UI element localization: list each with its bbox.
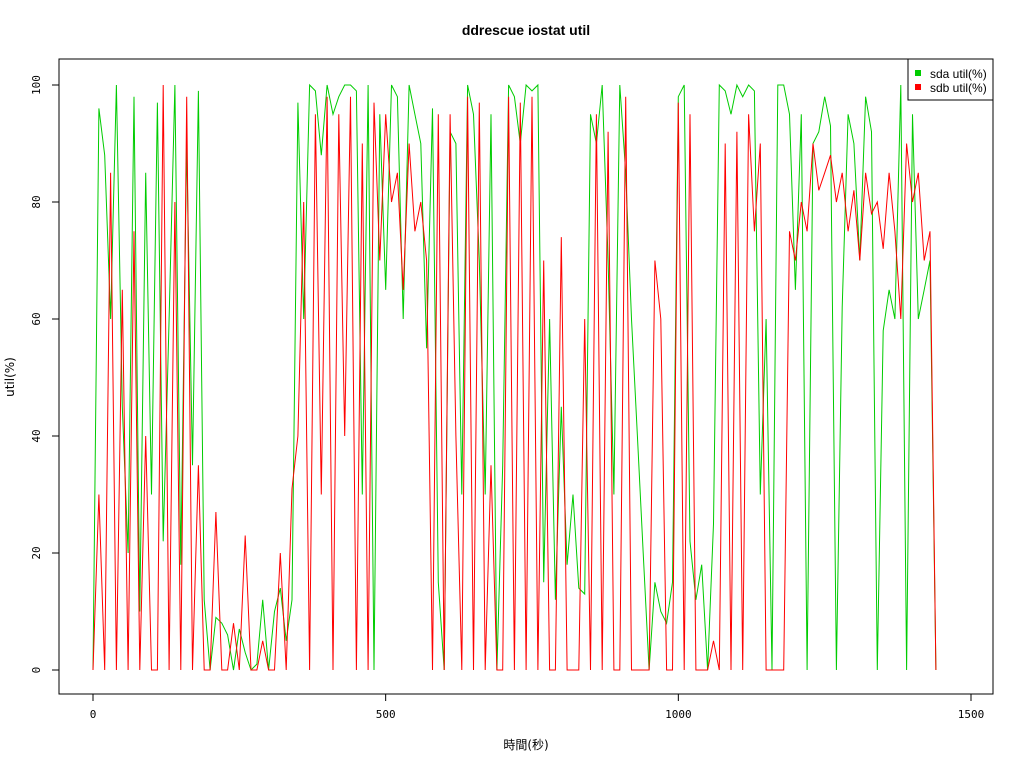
- legend-box: [907, 58, 994, 101]
- y-tick-label: 80: [30, 195, 43, 208]
- x-tick-label: 1000: [665, 708, 692, 721]
- y-tick-label: 20: [30, 546, 43, 559]
- y-tick-label: 60: [30, 312, 43, 325]
- x-tick-label: 500: [376, 708, 396, 721]
- y-tick-label: 100: [30, 75, 43, 95]
- y-axis: 0 20 40 60 80 100: [30, 75, 60, 674]
- legend-label-sdb: sdb util(%): [930, 81, 987, 95]
- chart-title: ddrescue iostat util: [462, 22, 590, 38]
- series-line-sda: [92, 83, 937, 671]
- y-tick-label: 40: [30, 429, 43, 442]
- legend-label-sda: sda util(%): [930, 67, 987, 81]
- x-tick-label: 1500: [958, 708, 985, 721]
- x-axis-label: 時間(秒): [503, 738, 548, 752]
- y-tick-label: 0: [30, 667, 43, 674]
- x-tick-label: 0: [90, 708, 97, 721]
- y-axis-label: util(%): [3, 357, 17, 397]
- legend-swatch-sda: [915, 70, 921, 76]
- x-axis: 0 500 1000 1500: [90, 693, 985, 721]
- legend-swatch-sdb: [915, 84, 921, 90]
- series-layer: [92, 83, 937, 671]
- legend: sda util(%) sdb util(%): [907, 58, 994, 101]
- series-line-sdb: [92, 84, 937, 671]
